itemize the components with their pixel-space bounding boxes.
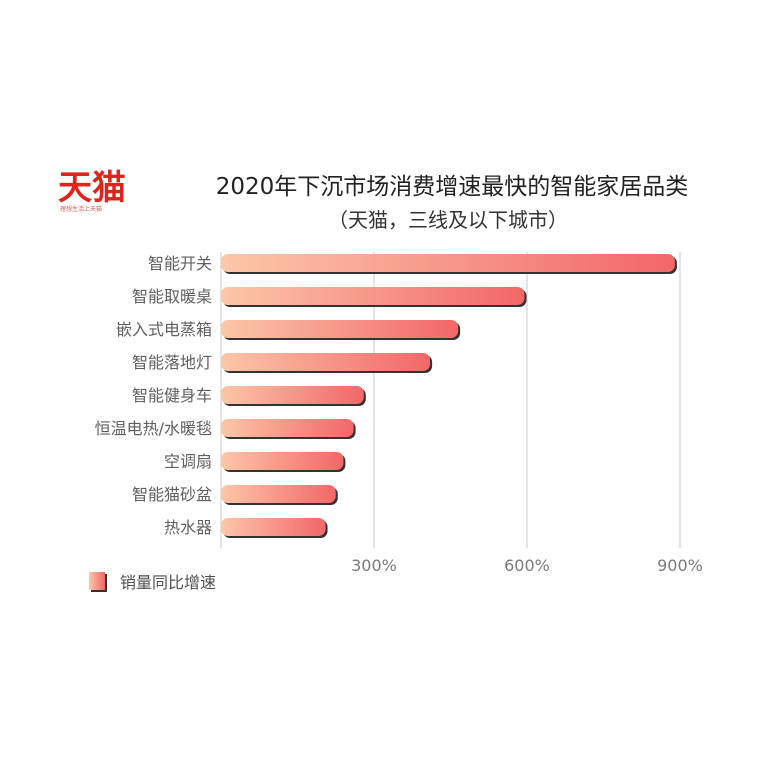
bar-1 — [221, 287, 525, 305]
x-tick-label-900: 900% — [657, 556, 703, 575]
tmall-logo-tagline: 理想生活上天猫 — [60, 205, 102, 213]
bars-layer — [221, 254, 677, 538]
bar-8 — [221, 518, 326, 536]
category-label-4: 智能健身车 — [132, 386, 212, 405]
category-label-6: 空调扇 — [164, 452, 212, 471]
x-tick-label-600: 600% — [504, 556, 550, 575]
bar-0 — [221, 254, 675, 272]
tmall-logo: 天猫 理想生活上天猫 — [58, 168, 126, 213]
legend-label: 销量同比增速 — [120, 573, 216, 592]
category-label-1: 智能取暖桌 — [132, 287, 212, 306]
category-label-7: 智能猫砂盆 — [132, 485, 212, 504]
chart-subtitle: （天猫，三线及以下城市） — [328, 208, 568, 232]
category-label-8: 热水器 — [164, 518, 212, 537]
bar-6 — [221, 452, 344, 470]
legend: 销量同比增速 — [89, 572, 216, 592]
x-axis-ticks: 300% 600% 900% — [351, 556, 703, 575]
bar-5 — [221, 419, 354, 437]
category-label-3: 智能落地灯 — [132, 353, 212, 372]
bar-3 — [221, 353, 431, 371]
bar-2 — [221, 320, 459, 338]
chart-title: 2020年下沉市场消费增速最快的智能家居品类 — [216, 174, 689, 200]
category-label-2: 嵌入式电蒸箱 — [116, 320, 212, 339]
tmall-logo-text: 天猫 — [58, 168, 126, 208]
category-labels: 智能开关智能取暖桌嵌入式电蒸箱智能落地灯智能健身车恒温电热/水暖毯空调扇智能猫砂… — [95, 254, 212, 537]
bar-4 — [221, 386, 364, 404]
legend-swatch — [89, 572, 105, 590]
category-label-0: 智能开关 — [148, 254, 212, 273]
category-label-5: 恒温电热/水暖毯 — [95, 419, 212, 438]
x-tick-label-300: 300% — [351, 556, 397, 575]
bar-7 — [221, 485, 336, 503]
